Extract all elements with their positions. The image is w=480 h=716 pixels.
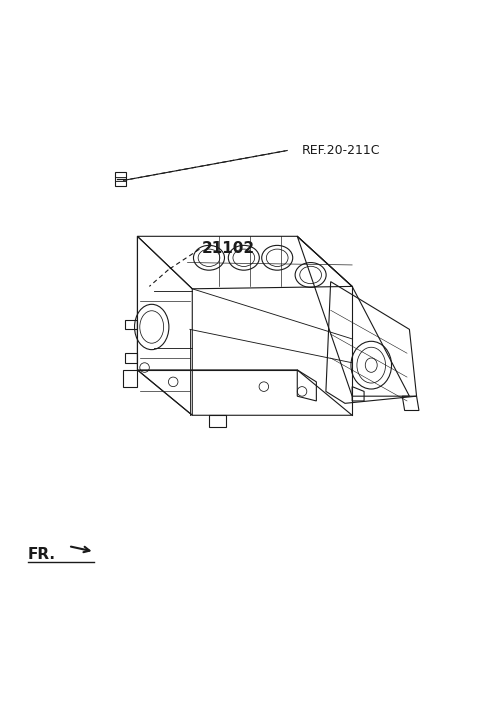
Text: 21102: 21102 (202, 241, 255, 256)
Text: REF.20-211C: REF.20-211C (302, 144, 381, 157)
Text: FR.: FR. (28, 547, 56, 562)
